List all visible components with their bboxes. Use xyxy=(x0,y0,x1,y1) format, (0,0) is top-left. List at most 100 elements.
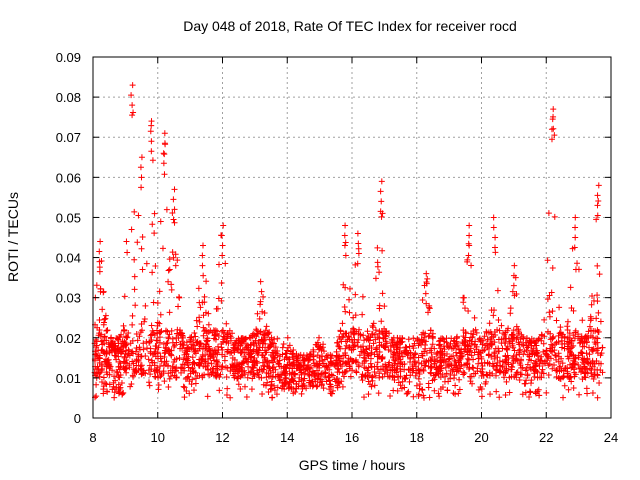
data-point xyxy=(445,344,452,351)
data-point xyxy=(177,345,184,352)
data-point xyxy=(359,293,366,300)
data-point xyxy=(131,286,138,293)
data-point xyxy=(550,361,557,368)
data-point xyxy=(102,380,109,387)
data-point xyxy=(596,271,603,278)
data-point xyxy=(394,373,401,380)
data-point xyxy=(479,363,486,370)
data-point xyxy=(103,349,110,356)
data-point xyxy=(131,256,138,263)
data-point xyxy=(360,354,367,361)
data-point xyxy=(173,334,180,341)
data-point xyxy=(524,371,531,378)
data-point xyxy=(419,339,426,346)
data-point xyxy=(510,344,517,351)
data-point xyxy=(492,372,499,379)
y-tick-label: 0 xyxy=(74,411,81,426)
data-point xyxy=(481,346,488,353)
data-point xyxy=(111,394,118,401)
data-point xyxy=(430,372,437,379)
data-point xyxy=(381,303,388,310)
data-point xyxy=(373,348,380,355)
data-point xyxy=(378,341,385,348)
data-point xyxy=(543,389,550,396)
data-point xyxy=(527,366,534,373)
data-point xyxy=(245,363,252,370)
data-point xyxy=(572,234,579,241)
data-point xyxy=(377,208,384,215)
data-point xyxy=(534,374,541,381)
data-point xyxy=(429,341,436,348)
data-point xyxy=(113,335,120,342)
data-point xyxy=(93,342,100,349)
data-point xyxy=(325,374,332,381)
data-point xyxy=(460,340,467,347)
data-point xyxy=(212,347,219,354)
data-point xyxy=(507,305,514,312)
data-point xyxy=(501,374,508,381)
data-point xyxy=(171,186,178,193)
data-point xyxy=(470,331,477,338)
data-point xyxy=(197,304,204,311)
data-point xyxy=(415,375,422,382)
data-point xyxy=(423,300,430,307)
data-point xyxy=(378,318,385,325)
data-point xyxy=(585,334,592,341)
data-point xyxy=(149,359,156,366)
data-point xyxy=(334,339,341,346)
data-point xyxy=(149,351,156,358)
data-point xyxy=(553,317,560,324)
data-point xyxy=(517,346,524,353)
data-point xyxy=(131,273,138,280)
data-point xyxy=(506,389,513,396)
data-point xyxy=(407,372,414,379)
data-point xyxy=(185,364,192,371)
data-point xyxy=(448,353,455,360)
data-point xyxy=(167,373,174,380)
data-point xyxy=(493,388,500,395)
data-point xyxy=(475,355,482,362)
data-point xyxy=(385,361,392,368)
data-point xyxy=(129,358,136,365)
data-point xyxy=(498,322,505,329)
data-point xyxy=(157,218,164,225)
data-point xyxy=(256,366,263,373)
data-point xyxy=(412,372,419,379)
data-point xyxy=(230,372,237,379)
data-point xyxy=(255,339,262,346)
data-point xyxy=(595,309,602,316)
data-point xyxy=(405,367,412,374)
data-point xyxy=(586,323,593,330)
data-point xyxy=(219,252,226,259)
data-point xyxy=(468,262,475,269)
data-point xyxy=(144,345,151,352)
data-point xyxy=(346,285,353,292)
data-point xyxy=(453,352,460,359)
data-point xyxy=(374,359,381,366)
y-tick-label: 0.06 xyxy=(56,170,81,185)
data-point xyxy=(135,212,142,219)
data-point xyxy=(323,378,330,385)
data-point xyxy=(426,305,433,312)
data-point xyxy=(565,355,572,362)
data-point xyxy=(515,339,522,346)
data-point xyxy=(179,338,186,345)
data-point xyxy=(164,328,171,335)
data-point xyxy=(219,363,226,370)
data-point xyxy=(511,334,518,341)
data-point xyxy=(223,392,230,399)
data-point xyxy=(180,341,187,348)
data-point xyxy=(456,386,463,393)
data-point xyxy=(395,354,402,361)
data-point xyxy=(122,350,129,357)
data-point xyxy=(168,327,175,334)
data-point xyxy=(282,350,289,357)
data-point xyxy=(296,362,303,369)
data-point xyxy=(420,394,427,401)
data-point xyxy=(106,363,113,370)
data-point xyxy=(200,332,207,339)
data-point xyxy=(330,387,337,394)
data-point xyxy=(223,373,230,380)
data-point xyxy=(364,335,371,342)
